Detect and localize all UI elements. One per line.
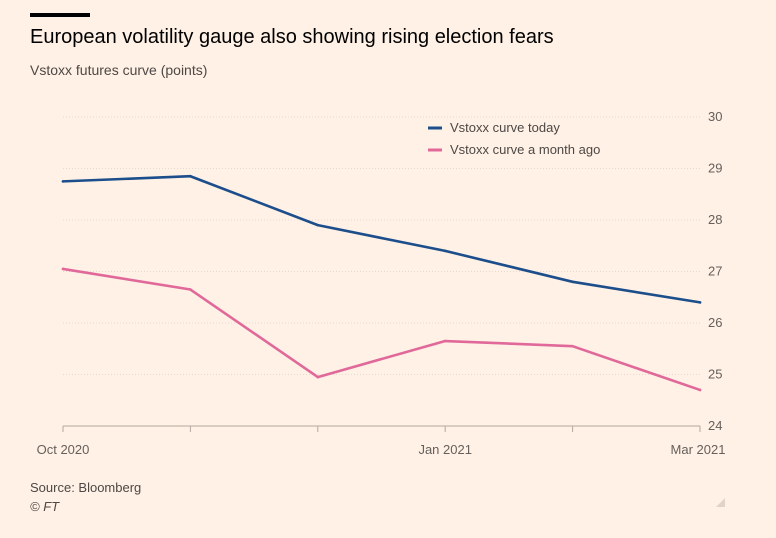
chart-title: European volatility gauge also showing r… (30, 26, 554, 48)
y-tick-label: 25 (708, 367, 722, 382)
legend-label: Vstoxx curve a month ago (450, 142, 600, 157)
data-point (189, 288, 192, 291)
data-point (571, 344, 574, 348)
source-note: Source: Bloomberg (30, 480, 142, 495)
x-tick-label: Jan 2021 (418, 442, 472, 457)
legend-label: Vstoxx curve today (450, 120, 560, 135)
chart-subtitle: Vstoxx futures curve (points) (30, 62, 208, 78)
axis-layer: 24 25 26 27 28 29 30 Oct 2020 Jan 2021 Mar 2021 (37, 109, 726, 457)
data-point (61, 180, 65, 183)
y-tick-label: 24 (708, 418, 722, 433)
resize-corner-icon (716, 498, 725, 507)
x-tick-label: Oct 2020 (37, 442, 90, 457)
data-point (698, 301, 702, 304)
y-tick-label: 26 (708, 315, 722, 330)
data-point (316, 223, 320, 227)
y-tick-label: 30 (708, 109, 722, 124)
y-tick-label: 29 (708, 161, 722, 176)
series-line-today (61, 174, 702, 304)
data-point (61, 267, 65, 271)
data-point (189, 174, 192, 178)
y-tick-label: 28 (708, 212, 722, 227)
series-line-month-ago (61, 267, 702, 392)
legend: Vstoxx curve today Vstoxx curve a month a… (428, 120, 600, 157)
series-layer (61, 174, 702, 392)
ft-top-bar (30, 13, 90, 17)
data-point (698, 388, 702, 392)
x-tick-label: Mar 2021 (671, 442, 726, 457)
ft-credit: © FT (30, 499, 60, 514)
data-point (571, 280, 574, 284)
data-point (443, 339, 447, 343)
grid-layer (63, 116, 700, 375)
data-point (316, 375, 320, 379)
data-point (443, 249, 447, 253)
y-tick-label: 27 (708, 264, 722, 279)
